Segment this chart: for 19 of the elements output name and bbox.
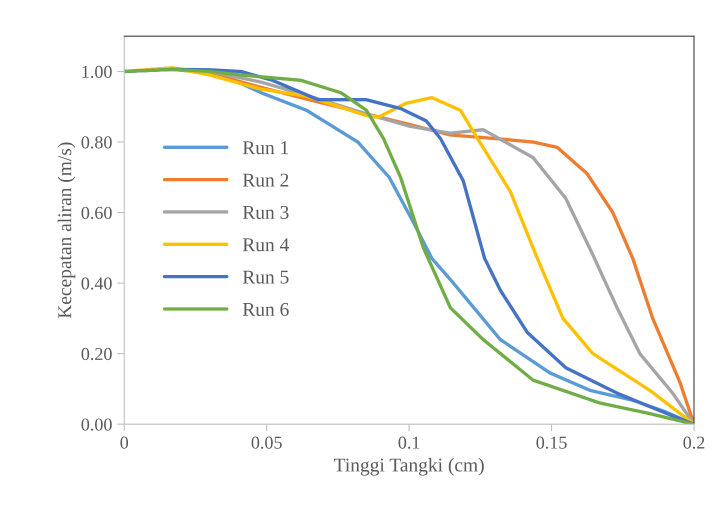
legend-label: Run 5 <box>242 270 289 284</box>
x-tick-label: 0.05 <box>252 436 282 449</box>
y-tick-label: 1.00 <box>82 66 112 78</box>
y-tick-label: 0.20 <box>82 348 112 360</box>
legend-label: Run 4 <box>242 238 289 252</box>
y-tick-label: 0.00 <box>82 418 112 431</box>
legend-label: Run 2 <box>242 174 288 187</box>
x-tick-label: 0.15 <box>536 436 567 449</box>
x-tick-label: 0 <box>120 436 128 449</box>
x-axis-title: Tinggi Tangki (cm) <box>334 458 484 476</box>
y-axis-title: Kecepatan aliran (m/s) <box>58 142 76 318</box>
y-tick-label: 0.60 <box>82 206 112 220</box>
legend-label: Run 3 <box>242 206 289 219</box>
legend-label: Run 1 <box>242 141 288 154</box>
x-tick-label: 0.2 <box>683 436 704 449</box>
x-tick-label: 0.1 <box>398 436 420 449</box>
y-tick-label: 0.80 <box>82 136 112 149</box>
y-tick-label: 0.40 <box>82 277 112 290</box>
legend-label: Run 6 <box>242 302 289 316</box>
